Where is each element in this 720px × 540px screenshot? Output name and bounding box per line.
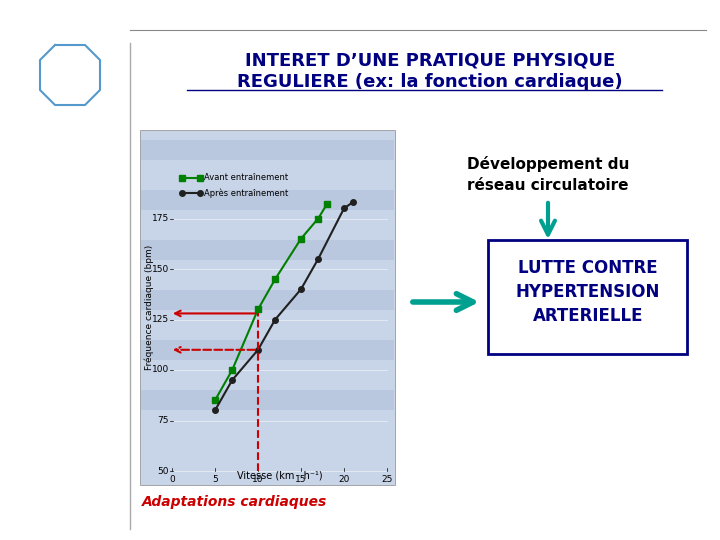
Text: 50: 50	[158, 467, 169, 476]
FancyBboxPatch shape	[141, 390, 394, 410]
Text: 125: 125	[152, 315, 169, 324]
FancyBboxPatch shape	[140, 130, 395, 485]
Text: REGULIERE (ex: la fonction cardiaque): REGULIERE (ex: la fonction cardiaque)	[237, 73, 623, 91]
Text: 75: 75	[158, 416, 169, 425]
Text: Adaptations cardiaques: Adaptations cardiaques	[143, 495, 328, 509]
Text: LUTTE CONTRE: LUTTE CONTRE	[518, 259, 658, 277]
FancyBboxPatch shape	[141, 190, 394, 210]
Text: 5: 5	[212, 475, 218, 484]
FancyBboxPatch shape	[141, 290, 394, 310]
Text: ARTERIELLE: ARTERIELLE	[533, 307, 643, 325]
Text: INTERET D’UNE PRATIQUE PHYSIQUE: INTERET D’UNE PRATIQUE PHYSIQUE	[245, 51, 615, 69]
Text: Avant entraînement: Avant entraînement	[204, 173, 288, 183]
Text: 10: 10	[252, 475, 264, 484]
Text: Fréquence cardiaque (bpm): Fréquence cardiaque (bpm)	[144, 245, 154, 370]
Text: Après entraînement: Après entraînement	[204, 188, 288, 198]
Text: 20: 20	[338, 475, 350, 484]
Text: Vitesse (km · h⁻¹): Vitesse (km · h⁻¹)	[237, 471, 323, 481]
Text: HYPERTENSION: HYPERTENSION	[516, 283, 660, 301]
Text: 0: 0	[169, 475, 175, 484]
Text: 100: 100	[152, 366, 169, 375]
Text: 15: 15	[295, 475, 307, 484]
Text: 150: 150	[152, 265, 169, 273]
Text: 25: 25	[382, 475, 392, 484]
Text: Développement du
réseau circulatoire: Développement du réseau circulatoire	[467, 157, 629, 193]
FancyBboxPatch shape	[141, 340, 394, 360]
FancyBboxPatch shape	[488, 240, 687, 354]
FancyBboxPatch shape	[141, 240, 394, 260]
Text: 175: 175	[152, 214, 169, 223]
FancyBboxPatch shape	[141, 140, 394, 160]
